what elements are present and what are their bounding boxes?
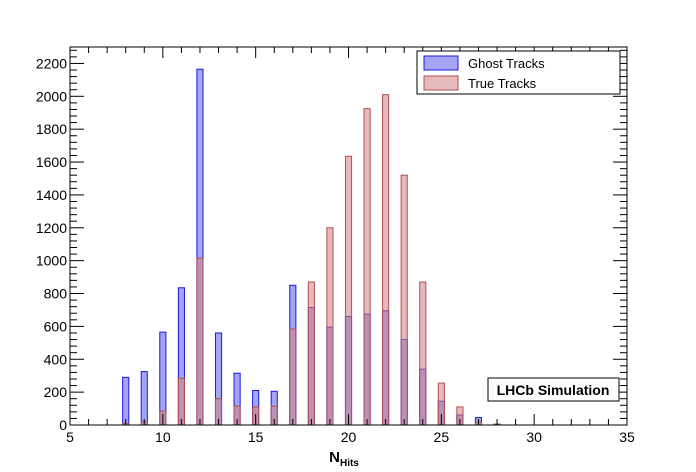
y-tick-label-800: 800: [44, 286, 68, 302]
x-axis-title: NHits: [329, 449, 359, 469]
bar-true-tracks-24: [419, 281, 427, 426]
x-tick-label-25: 25: [434, 429, 450, 445]
bar-ghost-tracks-9: [140, 371, 148, 426]
legend: Ghost Tracks True Tracks: [416, 50, 621, 95]
x-tick-label-30: 30: [526, 429, 542, 445]
x-tick-label-10: 10: [155, 429, 171, 445]
bar-true-tracks-20: [344, 155, 353, 426]
y-tick-label-1800: 1800: [36, 121, 67, 137]
x-tick-label-5: 5: [66, 429, 74, 445]
bar-true-tracks-21: [363, 108, 371, 426]
bars-group: [122, 68, 501, 426]
bar-ghost-tracks-8: [122, 376, 130, 426]
bar-true-tracks-22: [382, 94, 390, 426]
bar-true-tracks-19: [326, 227, 334, 426]
legend-swatch-true-tracks: [423, 75, 459, 91]
bar-true-tracks-18: [307, 281, 315, 426]
legend-label-ghost-tracks: Ghost Tracks: [468, 56, 545, 71]
lhcb-simulation-label: LHCb Simulation: [487, 377, 620, 402]
y-tick-label-2000: 2000: [36, 88, 67, 104]
y-tick-label-1600: 1600: [36, 154, 67, 170]
x-tick-label-35: 35: [619, 429, 635, 445]
legend-label-true-tracks: True Tracks: [468, 76, 537, 91]
bar-true-tracks-23: [400, 174, 408, 426]
bar-true-tracks-11: [177, 377, 185, 426]
y-tick-label-0: 0: [59, 417, 67, 433]
x-tick-label-20: 20: [341, 429, 357, 445]
x-axis-title-subscript: Hits: [340, 458, 359, 469]
y-tick-label-200: 200: [44, 384, 68, 400]
y-tick-label-600: 600: [44, 318, 68, 334]
y-tick-label-400: 400: [44, 351, 68, 367]
x-axis-title-main: N: [329, 449, 340, 466]
y-tick-label-1000: 1000: [36, 253, 67, 269]
legend-swatch-ghost-tracks: [423, 55, 459, 71]
y-tick-label-1400: 1400: [36, 187, 67, 203]
y-tick-label-1200: 1200: [36, 220, 67, 236]
y-axis: 0 200 400 600 800 1000 1200 1400 1600 1800 2000 220…: [36, 49, 627, 433]
annotation-text: LHCb Simulation: [497, 382, 610, 398]
x-tick-label-15: 15: [248, 429, 264, 445]
y-tick-label-2200: 2200: [36, 55, 67, 71]
annotation-box: [487, 377, 620, 402]
bar-true-tracks-12: [196, 257, 204, 426]
bar-true-tracks-17: [289, 328, 297, 426]
